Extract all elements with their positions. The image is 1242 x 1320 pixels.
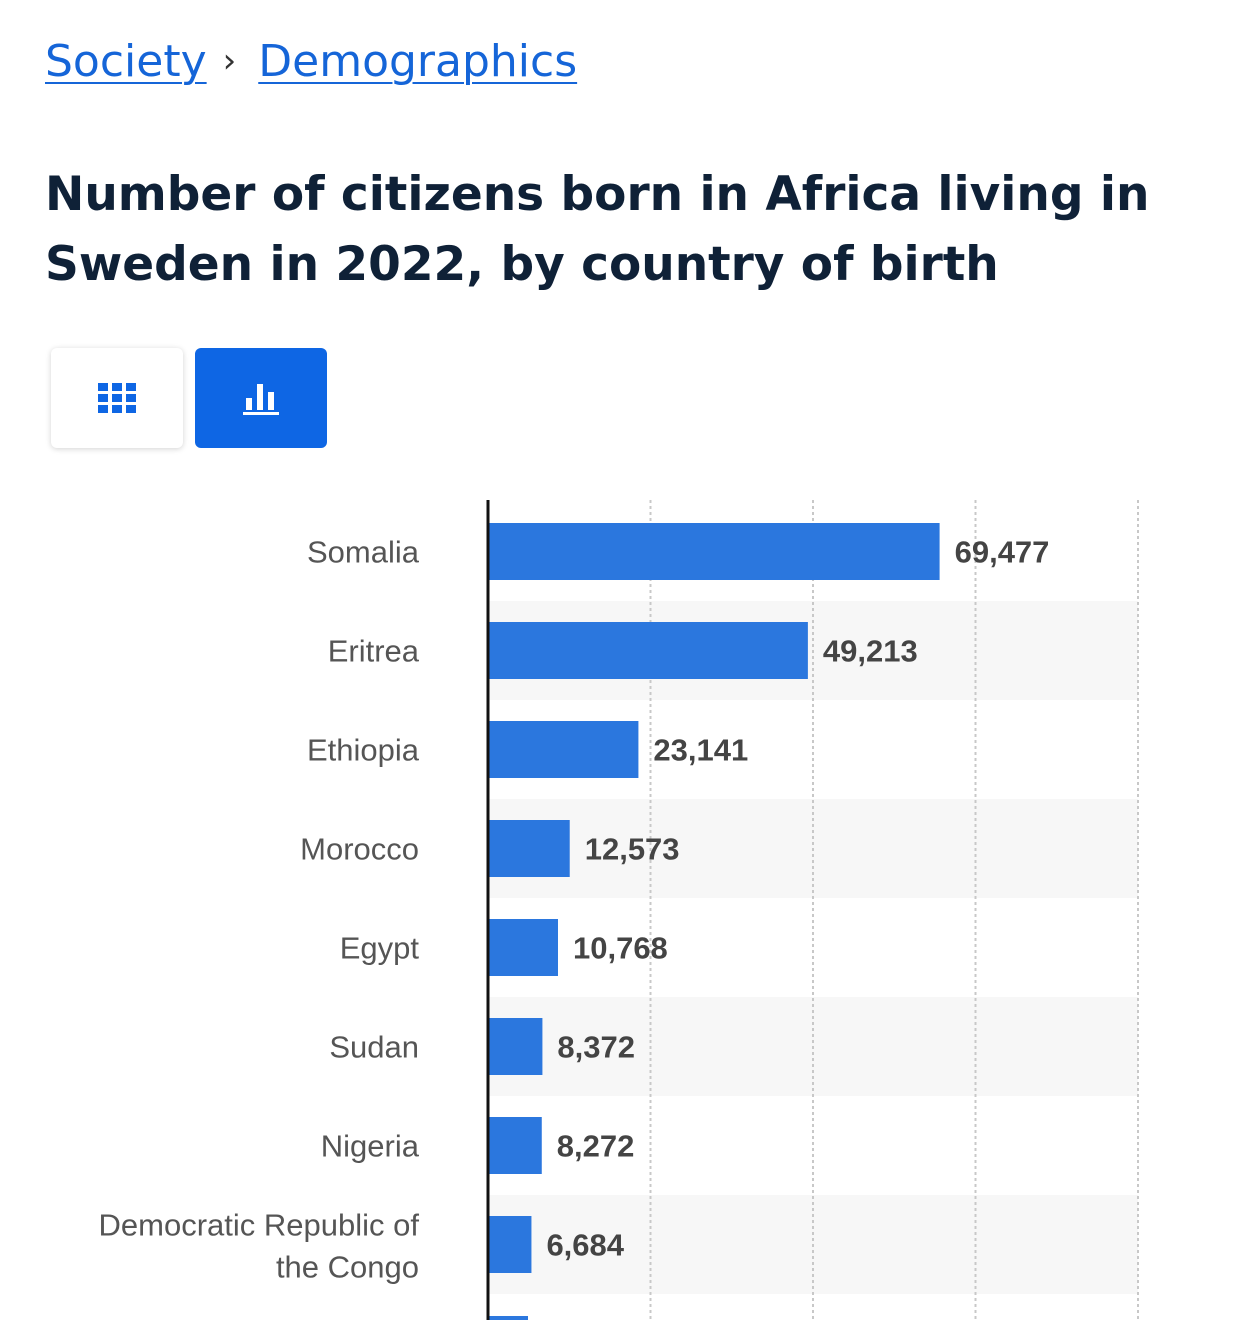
- bar: [488, 1316, 528, 1320]
- data-label: 12,573: [585, 832, 680, 867]
- breadcrumb-separator: ›: [222, 41, 237, 81]
- category-label: Nigeria: [321, 1129, 420, 1164]
- category-label: Egypt: [340, 931, 420, 966]
- breadcrumb: Society › Demographics: [45, 26, 577, 96]
- bar: [488, 1216, 532, 1273]
- bar: [488, 523, 940, 580]
- chart-title: Number of citizens born in Africa living…: [45, 167, 1150, 292]
- bar: [488, 721, 639, 778]
- data-label: 49,213: [823, 634, 918, 669]
- bar-chart: 69,477 Somalia 49,213 Eritrea 23,141 Ethiopia…: [99, 500, 1139, 1320]
- table-view-button[interactable]: [51, 348, 183, 448]
- data-label: 10,768: [573, 931, 668, 966]
- data-label: 6,684: [546, 1228, 624, 1263]
- data-label: 8,272: [557, 1129, 635, 1164]
- bar: [488, 919, 558, 976]
- bar-chart-view-button[interactable]: [195, 348, 327, 448]
- bar: [488, 1018, 543, 1075]
- bar: [488, 1117, 542, 1174]
- category-label: Sudan: [329, 1030, 419, 1065]
- category-label: Morocco: [300, 832, 419, 867]
- table-icon: [98, 383, 136, 413]
- category-label: Somalia: [307, 535, 420, 570]
- breadcrumb-demographics-link[interactable]: Demographics: [258, 35, 578, 87]
- bar-chart-icon: [243, 384, 279, 415]
- data-label: 8,372: [557, 1030, 635, 1065]
- category-label: Eritrea: [328, 634, 420, 669]
- category-label: Democratic Republic of: [99, 1208, 420, 1243]
- bar: [488, 820, 570, 877]
- category-label: Ethiopia: [307, 733, 420, 768]
- data-label: 69,477: [955, 535, 1050, 570]
- breadcrumb-society-link[interactable]: Society: [45, 35, 207, 87]
- data-label: 23,141: [653, 733, 748, 768]
- bar: [488, 622, 808, 679]
- category-label: the Congo: [276, 1250, 419, 1285]
